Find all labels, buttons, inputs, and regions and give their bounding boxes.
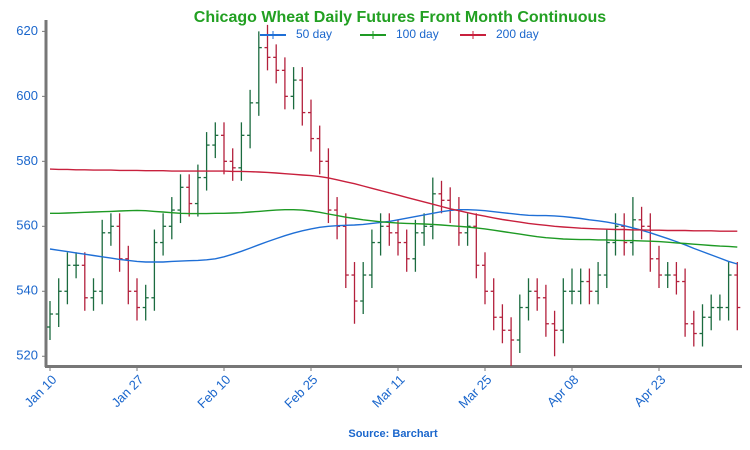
x-tick-label: Apr 23 <box>631 372 669 410</box>
legend-label: 50 day <box>296 27 332 41</box>
x-tick-label: Apr 08 <box>544 372 582 410</box>
chart-title: Chicago Wheat Daily Futures Front Month … <box>194 9 607 26</box>
x-tick-label: Feb 25 <box>281 372 320 411</box>
x-tick-label: Jan 27 <box>108 372 146 410</box>
y-tick-label: 520 <box>16 348 38 363</box>
y-tick-label: 600 <box>16 88 38 103</box>
y-tick-label: 540 <box>16 283 38 298</box>
y-tick-label: 620 <box>16 23 38 38</box>
moving-average-line <box>50 209 738 248</box>
source-note: Source: Barchart <box>348 428 438 440</box>
x-tick-label: Mar 11 <box>369 372 408 411</box>
x-tick-label: Jan 10 <box>21 372 59 410</box>
y-tick-label: 580 <box>16 153 38 168</box>
y-tick-label: 560 <box>16 218 38 233</box>
moving-average-line <box>49 209 738 265</box>
moving-average-line <box>49 168 738 232</box>
x-tick-label: Feb 10 <box>194 372 233 411</box>
x-tick-label: Mar 25 <box>455 372 494 411</box>
legend-label: 200 day <box>496 27 539 41</box>
legend-label: 100 day <box>396 27 439 41</box>
